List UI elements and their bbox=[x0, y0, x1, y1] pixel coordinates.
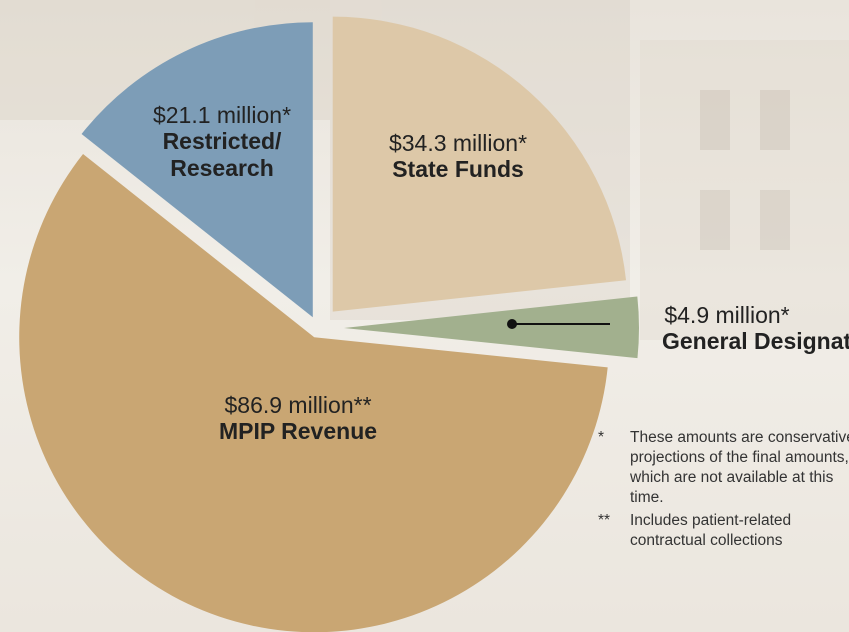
pie bbox=[19, 16, 639, 632]
slice-label: $86.9 million** MPIP Revenue bbox=[198, 392, 398, 445]
leader-dot bbox=[507, 319, 517, 329]
pie-slice bbox=[19, 154, 608, 632]
footnote: * These amounts are conservative projecti… bbox=[598, 428, 849, 509]
category-label: Restricted/ Research bbox=[162, 128, 282, 181]
category-label: General Designated bbox=[662, 328, 849, 355]
value-label: $4.9 million* bbox=[664, 302, 790, 328]
pie-slice bbox=[343, 296, 639, 359]
slice-label: $34.3 million* State Funds bbox=[378, 130, 538, 183]
footnote-marker: * bbox=[598, 429, 605, 446]
category-label: State Funds bbox=[392, 156, 524, 183]
pie-slice bbox=[332, 16, 627, 312]
value-label: $34.3 million* bbox=[388, 130, 528, 156]
pie-slice bbox=[81, 22, 313, 318]
slice-label: $4.9 million*General Designated bbox=[662, 302, 849, 355]
category-label: MPIP Revenue bbox=[218, 418, 378, 445]
footnotes: * These amounts are conservative projecti… bbox=[598, 428, 849, 553]
value-label: $21.1 million* bbox=[152, 102, 292, 128]
footnote-text: These amounts are conservative projectio… bbox=[630, 429, 849, 507]
footnote-text: Includes patient-related contractual col… bbox=[630, 511, 792, 549]
value-label: $86.9 million** bbox=[224, 392, 372, 418]
slice-label: $21.1 million* Restricted/ Research bbox=[137, 102, 307, 181]
footnote-marker: ** bbox=[598, 511, 611, 529]
footnote: ** Includes patient-related contractual c… bbox=[598, 511, 849, 551]
